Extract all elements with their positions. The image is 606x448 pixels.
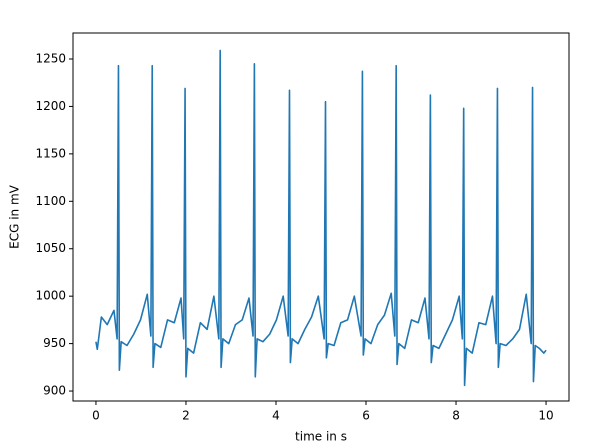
y-tick-label: 1000 xyxy=(35,289,66,303)
x-axis-label: time in s xyxy=(295,430,347,444)
plot-frame xyxy=(72,32,570,402)
y-axis-label: ECG in mV xyxy=(8,184,22,249)
y-tick-label: 1150 xyxy=(35,146,66,160)
y-tick-label: 1250 xyxy=(35,51,66,65)
y-tick-label: 950 xyxy=(43,336,66,350)
y-tick-label: 900 xyxy=(43,384,66,398)
x-tick-label: 0 xyxy=(92,409,100,423)
x-tick-label: 4 xyxy=(272,409,280,423)
x-tick-label: 10 xyxy=(538,409,553,423)
x-tick-label: 6 xyxy=(362,409,370,423)
x-tick-label: 2 xyxy=(182,409,190,423)
ecg-line xyxy=(95,49,547,387)
y-tick-label: 1100 xyxy=(35,194,66,208)
x-tick-label: 8 xyxy=(452,409,460,423)
y-tick-label: 1050 xyxy=(35,241,66,255)
y-tick-label: 1200 xyxy=(35,99,66,113)
